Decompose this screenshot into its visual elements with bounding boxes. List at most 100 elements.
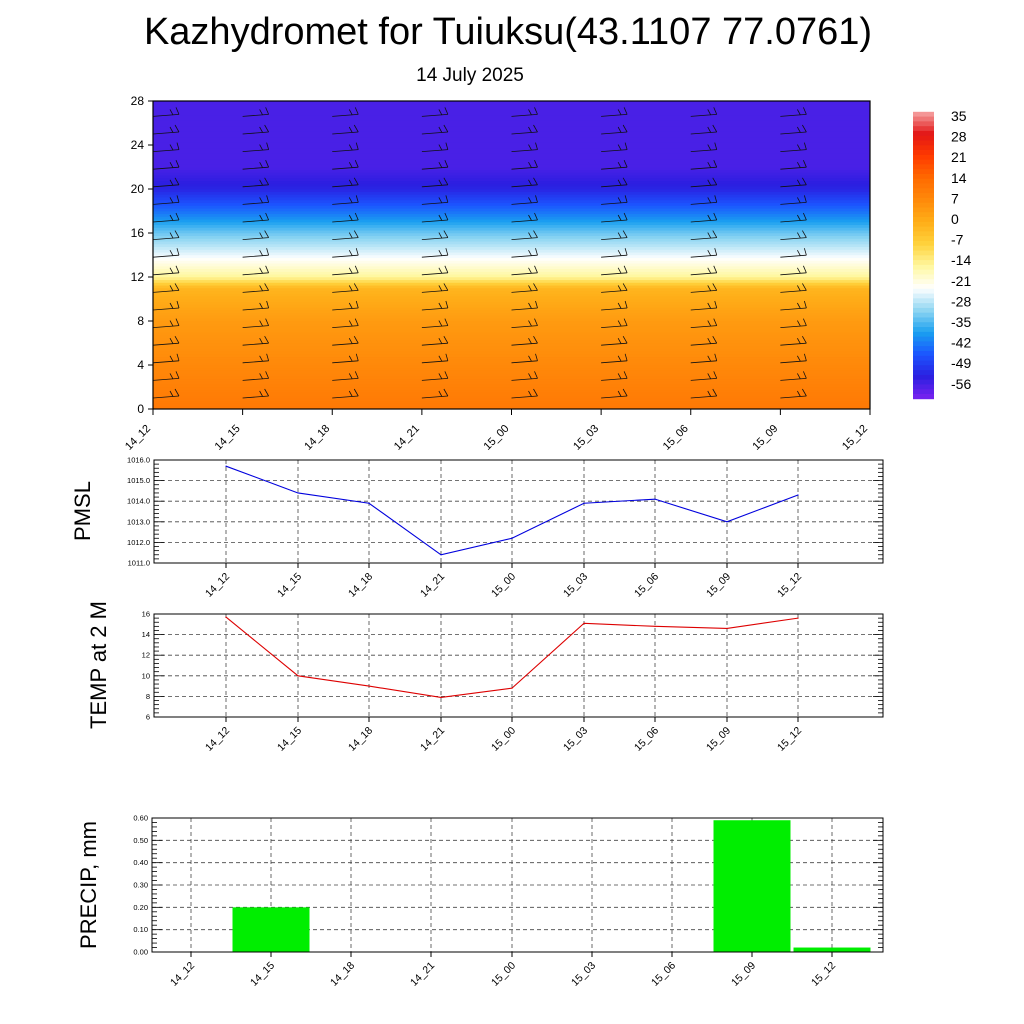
wind-barb [332,248,359,258]
wind-barb [601,318,628,328]
wind-barb-flag [617,109,622,116]
wind-barb-shaft [601,166,628,170]
wind-barb-flag [622,388,628,397]
wind-barb [421,124,449,135]
wind-barb [780,142,807,152]
heatmap-band [153,350,870,355]
heatmap-band [153,397,870,402]
wind-barb-shaft [869,133,870,134]
wind-barb [511,318,538,328]
wind-barb-flag [438,109,443,116]
heatmap-band [153,147,870,151]
wind-barb-shaft [690,219,717,223]
wind-barb-flag [264,388,269,397]
wind-barb-flag [265,212,269,221]
wind-barb [332,177,359,188]
wind-barb-flag [887,162,890,168]
wind-barb-flag [797,214,801,221]
x-tick-label: 14_21 [418,725,447,754]
heatmap-band [153,383,870,388]
wind-barb [421,353,449,364]
colorbar-segment [913,312,934,318]
panel-ylabel: PMSL [70,481,95,541]
wind-barb [511,283,538,293]
heatmap-band [153,293,870,297]
wind-barb-flag [714,248,718,256]
wind-barb-flag [617,179,622,186]
x-tick-label: 14_12 [168,960,197,989]
wind-barb-flag [617,267,622,274]
x-tick-label: 15_09 [729,960,758,989]
wind-barb [242,336,269,346]
wind-barb-flag [169,373,174,380]
heatmap-band [153,339,870,344]
data-point [511,687,513,689]
wind-barb [242,300,270,311]
wind-barb [421,336,449,346]
colorbar-label: -49 [951,355,971,371]
wind-barb [869,115,870,117]
wind-barb-flag [259,197,263,204]
heatmap-band [153,199,870,204]
data-point [368,685,370,687]
colorbar-segment [913,207,934,213]
heatmap-band [153,235,870,239]
wind-barb-shaft [242,378,269,381]
wind-barb-flag [175,318,180,326]
colorbar-segment [913,183,934,189]
wind-barb-flag [353,177,359,185]
wind-barb-flag [348,250,353,256]
wind-barb-shaft [601,149,628,152]
heatmap-band [153,172,870,176]
y-tick-label: 1011.0 [128,559,150,568]
wind-barb-flag [797,285,801,292]
wind-barb-flag [259,338,263,344]
wind-barb-flag [617,162,622,168]
wind-barb-flag [443,336,449,344]
wind-barb [332,160,359,170]
wind-barb-flag [892,336,896,343]
wind-barb-shaft [421,395,448,399]
wind-barb-shaft [421,307,448,311]
wind-barb [869,291,870,293]
colorbar-segment [913,188,934,194]
wind-barb [153,142,180,152]
wind-barb-shaft [242,360,269,364]
wind-barb [153,388,180,399]
colorbar-label: 7 [951,190,959,206]
heatmap-band [153,370,870,374]
wind-barb-flag [169,302,174,309]
heatmap-band [153,309,870,314]
wind-barb-shaft [332,219,359,223]
wind-barb-flag [797,109,801,116]
wind-barb-flag [259,109,263,116]
wind-barb-flag [797,338,801,344]
wind-barb-flag [893,213,896,220]
data-point [583,502,585,504]
wind-barb [601,195,628,205]
wind-barb-flag [443,177,449,185]
wind-barb-flag [535,353,538,361]
wind-barb [421,318,449,328]
wind-barb-flag [264,177,269,185]
wind-barb-shaft [780,307,807,311]
wind-barb-flag [892,231,896,238]
wind-barb-flag [259,355,263,362]
wind-barb [332,353,359,364]
heatmap-bands [153,101,870,409]
wind-barb [511,195,538,205]
wind-barb-flag [623,318,628,326]
wind-barb [153,336,180,346]
wind-barb-flag [707,144,712,151]
wind-barb [153,265,180,276]
wind-barb-flag [264,336,269,344]
wind-barb-flag [353,230,359,238]
wind-barb-flag [528,232,532,239]
colorbar-segment [913,250,934,256]
wind-barb-flag [797,320,801,327]
wind-barb [690,160,718,170]
wind-barb [690,353,718,364]
data-point [440,554,442,556]
heatmap-band [153,359,870,363]
wind-barb-flag [533,177,538,185]
